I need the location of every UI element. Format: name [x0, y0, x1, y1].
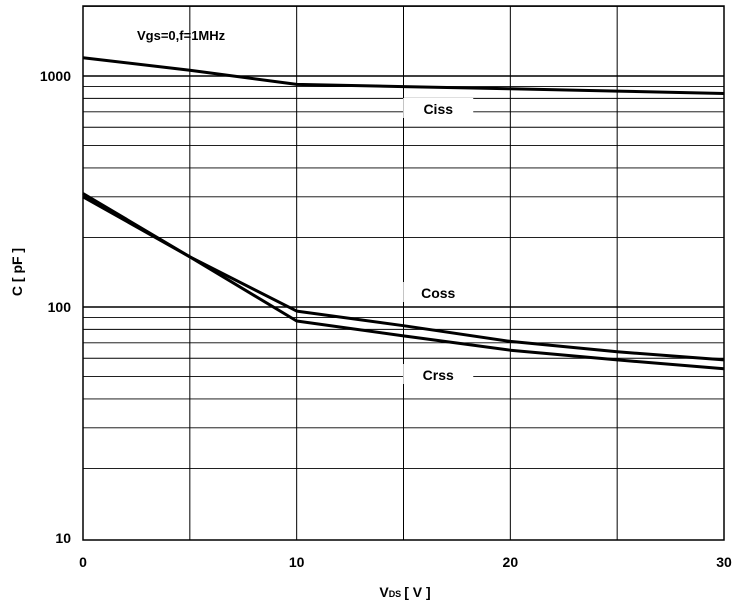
grid — [83, 6, 724, 540]
series-label-bg-crss — [403, 364, 474, 384]
series-label-bg-ciss — [403, 98, 474, 118]
series-line-crss — [82, 195, 725, 371]
y-tick-label: 10 — [55, 530, 71, 546]
y-axis-label: C [ pF ] — [9, 248, 25, 296]
condition-annotation: Vgs=0,f=1MHz — [137, 28, 226, 43]
series-label-crss: Crss — [423, 367, 454, 383]
x-tick-label: 30 — [716, 554, 732, 570]
x-axis-label-main: V — [379, 584, 389, 600]
plot-frame — [82, 5, 725, 541]
x-tick-label: 10 — [289, 554, 305, 570]
x-tick-label: 0 — [79, 554, 87, 570]
series-line-ciss — [82, 56, 725, 95]
x-tick-label: 20 — [503, 554, 519, 570]
series-label-ciss: Ciss — [423, 101, 453, 117]
series-lines — [82, 56, 725, 371]
series-label-coss: Coss — [421, 285, 455, 301]
x-axis-label: VDS[ V ] — [379, 584, 430, 600]
y-tick-label: 1000 — [40, 68, 71, 84]
x-axis-label-sub: DS — [389, 589, 402, 599]
y-tick-label: 100 — [48, 299, 72, 315]
x-axis-label-unit: [ V ] — [404, 584, 430, 600]
series-labels: Ciss Coss Crss — [403, 98, 474, 384]
series-label-bg-coss — [403, 282, 474, 302]
tick-labels: 0 10 20 30 10 100 1000 — [40, 68, 732, 570]
